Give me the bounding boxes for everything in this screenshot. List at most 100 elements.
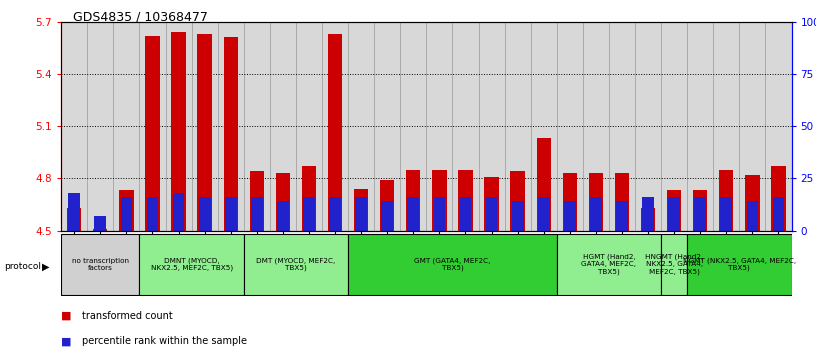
- Bar: [668, 197, 680, 231]
- Text: HNGMT (Hand2,
NKX2.5, GATA4,
MEF2C, TBX5): HNGMT (Hand2, NKX2.5, GATA4, MEF2C, TBX5…: [645, 254, 703, 274]
- Bar: [166, 22, 192, 231]
- Bar: [747, 201, 758, 231]
- Bar: [251, 197, 263, 231]
- Text: NGMT (NKX2.5, GATA4, MEF2C,
TBX5): NGMT (NKX2.5, GATA4, MEF2C, TBX5): [683, 257, 796, 271]
- Text: ■: ■: [61, 311, 72, 321]
- Bar: [95, 216, 106, 231]
- Bar: [277, 201, 289, 231]
- Bar: [199, 197, 211, 231]
- Bar: [380, 180, 394, 231]
- Bar: [739, 22, 765, 231]
- Bar: [61, 234, 140, 295]
- Bar: [609, 22, 635, 231]
- Bar: [773, 197, 784, 231]
- Text: GDS4835 / 10368477: GDS4835 / 10368477: [73, 11, 208, 24]
- Bar: [250, 171, 264, 231]
- Bar: [694, 197, 706, 231]
- Bar: [452, 22, 478, 231]
- Bar: [642, 197, 654, 231]
- Bar: [486, 197, 498, 231]
- Bar: [224, 37, 238, 231]
- Bar: [119, 191, 134, 231]
- Bar: [557, 234, 661, 295]
- Bar: [765, 22, 792, 231]
- Bar: [67, 208, 82, 231]
- Bar: [322, 22, 348, 231]
- Bar: [348, 234, 557, 295]
- Bar: [375, 22, 401, 231]
- Text: HGMT (Hand2,
GATA4, MEF2C,
TBX5): HGMT (Hand2, GATA4, MEF2C, TBX5): [582, 254, 636, 274]
- Bar: [121, 197, 132, 231]
- Bar: [348, 22, 375, 231]
- Bar: [244, 234, 348, 295]
- Bar: [511, 171, 525, 231]
- Text: transformed count: transformed count: [82, 311, 172, 321]
- Bar: [459, 197, 472, 231]
- Bar: [406, 170, 420, 231]
- Bar: [590, 197, 601, 231]
- Bar: [354, 189, 368, 231]
- Bar: [563, 173, 577, 231]
- Bar: [225, 197, 237, 231]
- Text: protocol: protocol: [4, 262, 41, 271]
- Bar: [407, 197, 419, 231]
- Text: ■: ■: [61, 336, 72, 346]
- Bar: [432, 170, 446, 231]
- Bar: [564, 201, 575, 231]
- Bar: [171, 32, 186, 231]
- Bar: [401, 22, 426, 231]
- Bar: [218, 22, 244, 231]
- Bar: [635, 22, 661, 231]
- Bar: [459, 170, 472, 231]
- Bar: [197, 34, 212, 231]
- Bar: [661, 234, 687, 295]
- Bar: [328, 34, 342, 231]
- Bar: [381, 201, 393, 231]
- Bar: [713, 22, 739, 231]
- Bar: [693, 191, 707, 231]
- Bar: [687, 234, 792, 295]
- Bar: [485, 176, 499, 231]
- Bar: [504, 22, 530, 231]
- Bar: [329, 197, 341, 231]
- Bar: [433, 197, 446, 231]
- Text: DMT (MYOCD, MEF2C,
TBX5): DMT (MYOCD, MEF2C, TBX5): [256, 257, 335, 271]
- Bar: [270, 22, 296, 231]
- Text: DMNT (MYOCD,
NKX2.5, MEF2C, TBX5): DMNT (MYOCD, NKX2.5, MEF2C, TBX5): [150, 257, 233, 271]
- Bar: [478, 22, 504, 231]
- Bar: [147, 197, 158, 231]
- Bar: [588, 173, 603, 231]
- Text: GMT (GATA4, MEF2C,
TBX5): GMT (GATA4, MEF2C, TBX5): [415, 257, 490, 271]
- Bar: [661, 22, 687, 231]
- Bar: [641, 208, 655, 231]
- Bar: [192, 22, 218, 231]
- Bar: [355, 197, 367, 231]
- Bar: [719, 170, 734, 231]
- Bar: [557, 22, 583, 231]
- Bar: [537, 138, 551, 231]
- Text: ▶: ▶: [42, 262, 50, 272]
- Bar: [616, 201, 628, 231]
- Bar: [426, 22, 452, 231]
- Bar: [140, 234, 244, 295]
- Bar: [530, 22, 557, 231]
- Bar: [69, 193, 80, 231]
- Bar: [93, 229, 108, 231]
- Bar: [745, 175, 760, 231]
- Bar: [512, 201, 524, 231]
- Bar: [173, 193, 184, 231]
- Bar: [721, 197, 732, 231]
- Bar: [667, 191, 681, 231]
- Bar: [244, 22, 270, 231]
- Bar: [771, 166, 786, 231]
- Bar: [113, 22, 140, 231]
- Bar: [614, 173, 629, 231]
- Bar: [538, 197, 550, 231]
- Text: percentile rank within the sample: percentile rank within the sample: [82, 336, 246, 346]
- Bar: [145, 36, 160, 231]
- Bar: [276, 173, 290, 231]
- Bar: [583, 22, 609, 231]
- Bar: [140, 22, 166, 231]
- Bar: [687, 22, 713, 231]
- Bar: [302, 166, 316, 231]
